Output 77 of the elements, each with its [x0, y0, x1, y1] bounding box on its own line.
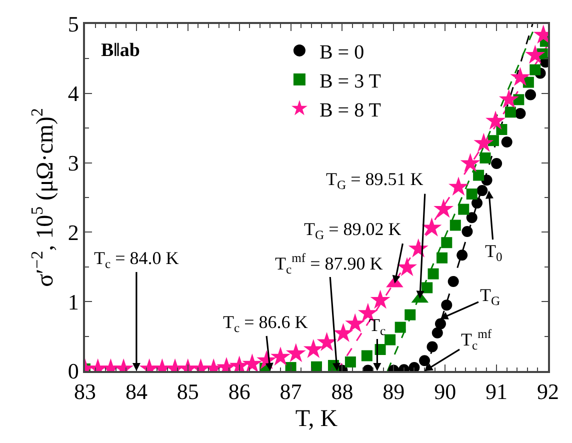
point [473, 170, 484, 181]
annotation: B‖ab [101, 40, 140, 61]
x-tick-label: 90 [434, 379, 456, 404]
x-tick-label: 87 [280, 379, 302, 404]
point [474, 132, 494, 152]
annotation: T$_{c}$ = 86.6 K [223, 312, 308, 335]
annotation: T$_{0}$ [485, 241, 502, 264]
point [242, 354, 262, 371]
point [462, 226, 473, 238]
point [270, 346, 290, 366]
x-tick-label: 84 [125, 379, 148, 404]
x-tick-label: 86 [228, 379, 250, 404]
point [441, 300, 452, 311]
point [426, 341, 438, 352]
point [514, 108, 526, 120]
x-tick-label: 88 [331, 379, 354, 404]
point [397, 257, 418, 276]
annotation: T$_{c}$ [369, 315, 386, 338]
point [404, 309, 416, 320]
point [311, 361, 322, 371]
point [448, 276, 459, 287]
annotation: T$_{c}$ = 84.0 K [94, 248, 179, 271]
point [434, 318, 446, 330]
y-tick-label: 2 [68, 220, 79, 245]
y-tick-label: 3 [68, 150, 79, 176]
point [486, 110, 506, 130]
point [498, 89, 519, 108]
point [476, 185, 488, 196]
point [436, 252, 448, 264]
point [460, 152, 480, 172]
point [450, 220, 461, 231]
y-tick-label: 4 [68, 81, 79, 106]
point [428, 268, 439, 280]
point [504, 106, 516, 118]
annotation: T$_{G}$ = 89.51 K [326, 169, 424, 192]
point [434, 198, 454, 218]
point [510, 66, 530, 86]
x-tick-label: 91 [486, 379, 508, 404]
point [419, 355, 430, 366]
point [316, 332, 337, 352]
point [422, 218, 442, 237]
point [432, 327, 443, 338]
point [286, 343, 306, 362]
annotation: T$_{G}$ = 89.02 K [304, 219, 402, 242]
legend-label: B = 0 [319, 41, 364, 64]
point [501, 136, 512, 148]
point [344, 356, 356, 368]
legend-label: B = 8 T [319, 99, 381, 122]
point [361, 350, 372, 362]
point [466, 212, 478, 224]
point [458, 204, 470, 215]
point [370, 290, 390, 309]
point [422, 282, 433, 294]
point [466, 188, 478, 200]
point [303, 338, 324, 358]
point [345, 313, 366, 332]
point [333, 323, 354, 342]
point [394, 322, 406, 333]
annotation: T$_{G}$ [480, 285, 500, 308]
y-tick-label: 1 [68, 289, 79, 314]
legend-label: B = 3 T [319, 70, 381, 92]
point [525, 89, 536, 100]
point [448, 176, 468, 196]
point [441, 237, 452, 248]
x-axis-title: T, K [295, 406, 338, 432]
point [480, 152, 491, 164]
y-tick-label: 5 [68, 12, 79, 37]
point [530, 64, 541, 76]
x-tick-label: 92 [537, 379, 559, 404]
point [525, 44, 546, 64]
annotation: T$_{c}$$^{mf}$ = 87.90 K [275, 251, 383, 276]
x-tick-label: 89 [382, 379, 405, 404]
x-tick-label: 85 [176, 379, 199, 404]
point [456, 250, 468, 261]
point [384, 334, 396, 346]
point [491, 158, 502, 169]
point [472, 198, 483, 209]
